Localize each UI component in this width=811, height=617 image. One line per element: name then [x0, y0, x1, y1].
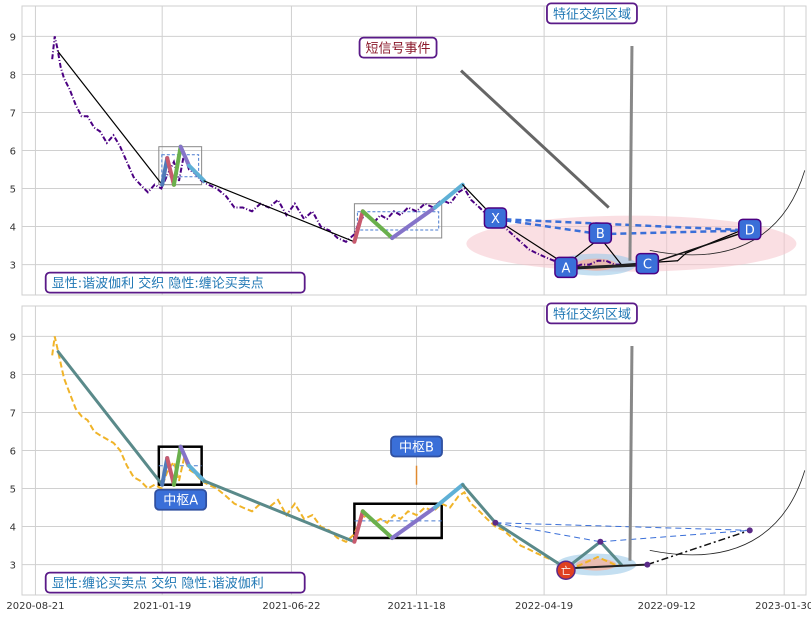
y-tick-label: 3	[10, 261, 16, 272]
zigzag-segment	[171, 444, 183, 487]
feature-pointer	[628, 345, 634, 561]
y-tick-label: 3	[10, 561, 16, 572]
buy-sell-marker-label: 亡	[561, 564, 571, 577]
zigzag-segment	[178, 144, 192, 168]
zigzag-segment	[203, 180, 356, 243]
x-tick-label: 2022-09-12	[638, 601, 696, 612]
harmonic-ac	[565, 263, 648, 270]
annotation-label: 显性:谐波伽利 交织 隐性:缠论买卖点	[52, 276, 264, 292]
harmonic-xb	[495, 217, 601, 236]
annotation-label: 特征交织区域	[553, 6, 631, 22]
y-tick-label: 9	[10, 32, 16, 43]
zigzag-segment	[432, 182, 465, 210]
harmonic-bd	[600, 529, 750, 543]
harmonic-xd	[495, 522, 750, 531]
y-tick-label: 4	[10, 523, 16, 534]
harmonic-label-box	[554, 256, 578, 279]
y-tick-label: 6	[10, 147, 16, 158]
harmonic-label: D	[745, 223, 755, 238]
zigzag-segment	[432, 482, 465, 510]
annotation-box	[44, 571, 306, 594]
y-tick-label: 9	[10, 332, 16, 343]
harmonic-bd	[600, 229, 750, 236]
annotation-box	[358, 36, 438, 59]
hub-inner-box	[161, 154, 200, 178]
annotation-label: 中枢B	[399, 441, 434, 456]
harmonic-xd	[495, 217, 750, 232]
x-tick-label: 2022-04-19	[515, 601, 573, 612]
harmonic-label-box	[738, 218, 762, 241]
x-tick-label: 2020-08-21	[6, 601, 64, 612]
x-tick-label: 2023-01-30	[755, 601, 811, 612]
annotation-box	[390, 435, 443, 458]
y-tick-label: 5	[10, 185, 16, 196]
zigzag-segment	[360, 509, 395, 540]
zigzag-segment	[390, 505, 437, 540]
y-tick-label: 6	[10, 447, 16, 458]
harmonic-label-box	[635, 252, 660, 275]
price-line	[51, 36, 622, 270]
harmonic-label: X	[491, 212, 500, 227]
harmonic-label-box	[588, 222, 613, 244]
harmonic-label-box	[483, 207, 508, 229]
y-tick-label: 7	[10, 108, 16, 119]
annotation-box	[546, 2, 638, 25]
projection-curve	[649, 470, 806, 556]
annotation-label: 中枢A	[163, 494, 198, 509]
annotation-box	[546, 302, 638, 325]
zigzag-segment	[598, 540, 623, 567]
signal-arrow	[459, 69, 610, 209]
zigzag-segment	[171, 144, 183, 187]
annotation-label: 短信号事件	[366, 42, 431, 57]
x-tick-label: 2021-06-22	[262, 601, 320, 612]
harmonic-cd	[647, 529, 750, 566]
zigzag-segment	[493, 521, 568, 570]
harmonic-point	[644, 561, 651, 568]
harmonic-label: B	[596, 227, 605, 242]
annotation-box	[44, 271, 306, 294]
harmonic-xb	[495, 522, 601, 543]
chart-panel-bottom: 2020-08-21 2021-01-19 2021-06-22 2021-11-18…	[6, 302, 811, 612]
feature-pointer	[628, 45, 634, 261]
zigzag-segment	[56, 350, 164, 487]
annotation-label: 特征交织区域	[553, 306, 631, 322]
buy-sell-marker	[556, 560, 576, 581]
harmonic-cd	[647, 229, 750, 266]
annotation-box	[154, 488, 208, 511]
zigzag-segment	[352, 209, 365, 244]
harmonic-point	[597, 538, 604, 545]
zigzag-segment	[461, 483, 497, 525]
price-line	[51, 336, 622, 570]
harmonic-label: A	[561, 261, 570, 276]
hub-inner-box	[356, 211, 440, 231]
y-tick-label: 4	[10, 223, 16, 234]
annotation-label: 显性:缠论买卖点 交织 隐性:谐波伽利	[52, 576, 264, 592]
harmonic-label: C	[643, 258, 652, 273]
y-tick-label: 8	[10, 370, 16, 381]
x-tick-label: 2021-01-19	[133, 601, 191, 612]
hub-box	[353, 203, 443, 239]
harmonic-point	[492, 519, 499, 526]
zigzag-segment	[187, 463, 207, 483]
zigzag-segment	[494, 218, 567, 266]
zigzag-segment	[352, 509, 365, 544]
x-tick-label: 2021-11-18	[387, 601, 445, 612]
harmonic-point	[746, 527, 753, 534]
y-tick-label: 8	[10, 70, 16, 81]
zigzag-segment	[202, 479, 356, 544]
zigzag-segment	[178, 444, 192, 468]
zigzag-segment	[57, 51, 163, 186]
zigzag-segment	[390, 205, 437, 240]
y-tick-label: 7	[10, 408, 16, 419]
harmonic-ac	[565, 563, 648, 570]
zigzag-segment	[187, 163, 207, 183]
y-tick-label: 5	[10, 485, 16, 496]
zigzag-segment	[360, 209, 395, 240]
